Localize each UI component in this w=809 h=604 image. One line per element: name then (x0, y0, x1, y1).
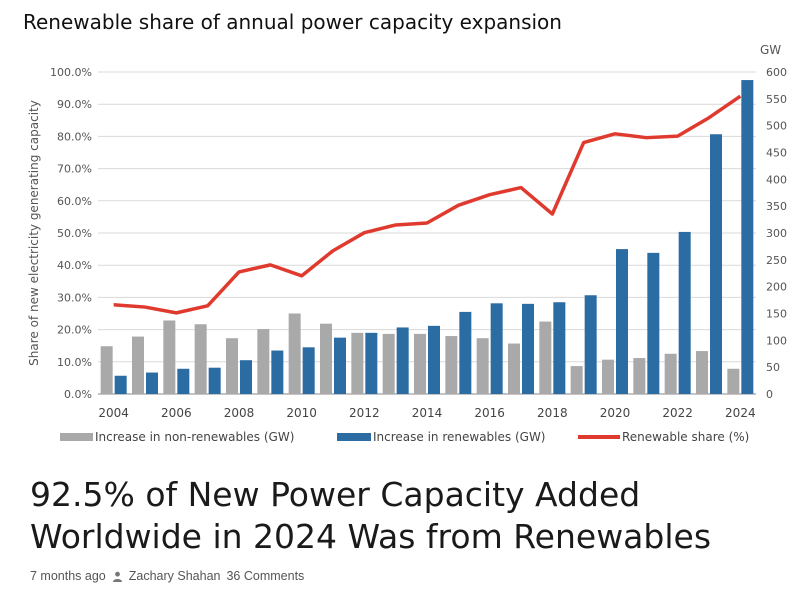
chart-image: Renewable share of annual power capacity… (23, 10, 787, 444)
legend-label-share: Renewable share (%) (622, 430, 749, 444)
x-tick-label: 2024 (725, 406, 756, 420)
bar-renewable-2018 (553, 302, 566, 394)
bar-nonrenewable-2004 (100, 346, 113, 394)
x-tick-label: 2018 (537, 406, 568, 420)
bar-renewable-2013 (396, 327, 409, 394)
bar-nonrenewable-2009 (257, 329, 270, 394)
x-tick-label: 2008 (224, 406, 255, 420)
x-tick-label: 2020 (600, 406, 631, 420)
bar-renewable-2020 (616, 249, 628, 394)
y2-tick-label: 500 (766, 120, 787, 133)
bar-nonrenewable-2018 (539, 321, 552, 394)
bar-renewable-2009 (271, 350, 284, 394)
y2-tick-label: 0 (766, 388, 773, 401)
bar-renewable-2005 (146, 372, 158, 394)
bar-renewable-2019 (584, 295, 597, 394)
bar-nonrenewable-2014 (414, 333, 426, 394)
y2-tick-label: 200 (766, 281, 787, 294)
y2-tick-label: 250 (766, 254, 787, 267)
y2-tick-label: 450 (766, 147, 787, 160)
bar-nonrenewable-2022 (664, 353, 677, 394)
bar-nonrenewable-2021 (633, 358, 646, 394)
bar-renewable-2010 (302, 347, 315, 394)
bar-renewable-2023 (710, 134, 722, 394)
bar-nonrenewable-2007 (194, 324, 207, 394)
y-tick-label: 20.0% (57, 324, 92, 337)
legend-label-nonrenewable: Increase in non-renewables (GW) (95, 430, 294, 444)
bar-renewable-2014 (428, 325, 440, 394)
y-tick-label: 60.0% (57, 195, 92, 208)
bar-renewable-2012 (365, 332, 378, 394)
bar-nonrenewable-2006 (163, 320, 176, 394)
x-tick-label: 2016 (474, 406, 505, 420)
bar-nonrenewable-2017 (508, 343, 520, 394)
legend-label-renewable: Increase in renewables (GW) (373, 430, 546, 444)
bar-nonrenewable-2023 (696, 351, 708, 394)
comments-link[interactable]: 36 Comments (226, 569, 305, 583)
y-tick-label: 70.0% (57, 163, 92, 176)
bar-renewable-2017 (522, 303, 534, 394)
user-icon (112, 571, 123, 582)
y-tick-label: 80.0% (57, 130, 92, 143)
x-tick-label: 2004 (98, 406, 129, 420)
bar-renewable-2024 (741, 80, 754, 395)
y-tick-label: 30.0% (57, 291, 92, 304)
legend-swatch-renewable (337, 433, 371, 441)
x-tick-label: 2010 (286, 406, 317, 420)
bar-nonrenewable-2024 (727, 368, 740, 394)
bar-renewable-2011 (334, 337, 346, 394)
bar-renewable-2015 (459, 311, 472, 394)
x-tick-label: 2006 (161, 406, 192, 420)
article-headline[interactable]: 92.5% of New Power Capacity Added Worldw… (30, 475, 712, 556)
y2-axis-label: GW (760, 43, 781, 57)
bar-nonrenewable-2005 (132, 336, 144, 394)
bar-nonrenewable-2019 (570, 366, 583, 394)
bar-nonrenewable-2016 (476, 338, 489, 394)
bar-nonrenewable-2015 (445, 336, 458, 394)
y2-tick-label: 150 (766, 308, 787, 321)
bar-renewable-2004 (114, 375, 127, 394)
y2-tick-label: 600 (766, 66, 787, 79)
y-axis-label: Share of new electricity generating capa… (27, 100, 41, 366)
x-tick-label: 2022 (662, 406, 693, 420)
y-tick-label: 10.0% (57, 356, 92, 369)
y2-tick-label: 550 (766, 93, 787, 106)
bar-renewable-2021 (647, 252, 660, 394)
y-tick-label: 100.0% (50, 66, 92, 79)
time-ago: 7 months ago (30, 569, 106, 583)
y2-tick-label: 100 (766, 334, 787, 347)
bar-renewable-2008 (240, 360, 252, 394)
bar-nonrenewable-2008 (226, 338, 238, 394)
x-tick-label: 2014 (412, 406, 443, 420)
bar-renewable-2016 (490, 303, 503, 394)
bar-nonrenewable-2010 (288, 313, 301, 394)
renewable-share-line (113, 94, 742, 315)
bar-nonrenewable-2020 (602, 359, 614, 394)
bar-nonrenewable-2013 (382, 333, 395, 394)
y-tick-label: 40.0% (57, 259, 92, 272)
y2-tick-label: 400 (766, 173, 787, 186)
bar-renewable-2022 (678, 231, 691, 394)
y-tick-label: 50.0% (57, 227, 92, 240)
bar-renewable-2007 (208, 367, 221, 394)
chart-title: Renewable share of annual power capacity… (23, 10, 562, 34)
bar-nonrenewable-2012 (351, 332, 364, 394)
y2-tick-label: 300 (766, 227, 787, 240)
y2-tick-label: 50 (766, 361, 780, 374)
author-link[interactable]: Zachary Shahan (128, 569, 221, 583)
y-tick-label: 90.0% (57, 98, 92, 111)
x-tick-label: 2012 (349, 406, 380, 420)
chart-svg: 0.0% 10.0% 20.0% 30.0% 40.0% 50.0% 60.0% 70.0% 8… (27, 43, 787, 444)
y-tick-label: 0.0% (64, 388, 92, 401)
legend-swatch-nonrenewable (60, 433, 93, 441)
article-meta: 7 months ago Zachary Shahan 36 Comments (30, 569, 304, 583)
bar-nonrenewable-2011 (320, 323, 332, 394)
bar-renewable-2006 (177, 368, 190, 394)
y2-tick-label: 350 (766, 200, 787, 213)
